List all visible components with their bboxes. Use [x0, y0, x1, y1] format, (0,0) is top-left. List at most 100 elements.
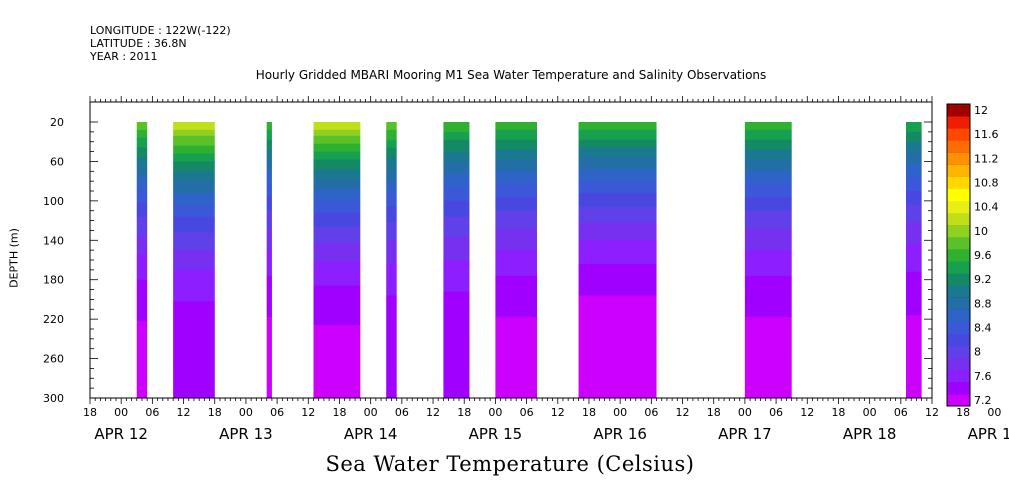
- contour-band: [266, 194, 272, 198]
- contour-band: [386, 275, 397, 279]
- contour-band: [906, 394, 922, 397]
- contour-band: [266, 261, 272, 265]
- contour-band: [744, 396, 792, 398]
- contour-band: [443, 291, 470, 295]
- contour-band: [136, 338, 148, 342]
- contour-band: [443, 287, 470, 291]
- contour-band: [173, 309, 215, 312]
- contour-band: [266, 309, 272, 312]
- contour-band: [313, 315, 361, 318]
- contour-band: [173, 386, 215, 389]
- contour-band: [173, 267, 215, 271]
- contour-band: [443, 299, 470, 302]
- contour-band: [443, 202, 470, 206]
- contour-band: [136, 301, 148, 304]
- contour-band: [313, 165, 361, 168]
- contour-band: [443, 350, 470, 354]
- contour-band: [266, 325, 272, 328]
- contour-band: [495, 165, 537, 168]
- contour-band: [136, 232, 148, 235]
- contour-band: [443, 372, 470, 375]
- contour-band: [443, 159, 470, 163]
- contour-band: [173, 378, 215, 381]
- contour-band: [313, 317, 361, 320]
- contour-band: [386, 143, 397, 147]
- colorbar-swatch: [947, 224, 970, 238]
- contour-band: [443, 380, 470, 383]
- contour-band: [386, 220, 397, 224]
- contour-band: [443, 212, 470, 216]
- contour-band: [443, 392, 470, 395]
- contour-band: [173, 319, 215, 322]
- contour-band: [906, 327, 922, 330]
- contour-band: [906, 386, 922, 389]
- contour-band: [443, 147, 470, 151]
- contour-band: [313, 329, 361, 332]
- contour-band: [313, 200, 361, 204]
- contour-band: [266, 248, 272, 251]
- contour-band: [495, 384, 537, 387]
- data-segment: [266, 122, 272, 398]
- contour-band: [578, 192, 657, 196]
- x-tick-label: 18: [831, 406, 845, 419]
- contour-band: [578, 323, 657, 326]
- x-day-label: APR 13: [219, 425, 273, 443]
- contour-band: [578, 131, 657, 135]
- contour-band: [443, 131, 470, 135]
- contour-band: [313, 319, 361, 322]
- contour-band: [266, 354, 272, 358]
- contour-band: [744, 261, 792, 265]
- contour-band: [386, 263, 397, 267]
- contour-band: [495, 336, 537, 340]
- contour-band: [266, 133, 272, 137]
- contour-band: [578, 340, 657, 344]
- contour-band: [495, 240, 537, 243]
- contour-band: [495, 248, 537, 251]
- contour-band: [173, 147, 215, 151]
- contour-band: [906, 254, 922, 257]
- contour-band: [744, 309, 792, 312]
- contour-band: [266, 338, 272, 342]
- contour-band: [744, 392, 792, 395]
- contour-band: [266, 185, 272, 188]
- contour-band: [313, 261, 361, 265]
- colorbar-swatch: [947, 321, 970, 335]
- contour-band: [443, 352, 470, 356]
- contour-band: [173, 210, 215, 214]
- contour-band: [578, 376, 657, 379]
- contour-band: [386, 305, 397, 308]
- contour-band: [443, 181, 470, 184]
- contour-band: [313, 198, 361, 202]
- x-day-label: APR 12: [94, 425, 148, 443]
- contour-band: [443, 271, 470, 275]
- contour-band: [443, 216, 470, 220]
- contour-band: [443, 348, 470, 352]
- contour-band: [578, 356, 657, 360]
- contour-band: [744, 151, 792, 155]
- contour-band: [313, 149, 361, 153]
- contour-band: [313, 129, 361, 133]
- contour-band: [313, 263, 361, 267]
- contour-band: [136, 179, 148, 182]
- contour-band: [744, 317, 792, 320]
- contour-band: [495, 125, 537, 129]
- contour-band: [266, 317, 272, 320]
- contour-band: [443, 143, 470, 147]
- contour-band: [313, 185, 361, 188]
- contour-band: [578, 263, 657, 267]
- contour-band: [386, 265, 397, 269]
- colorbar-label: 11.6: [974, 128, 999, 141]
- contour-band: [443, 256, 470, 259]
- x-day-label: APR 15: [469, 425, 523, 443]
- contour-band: [495, 135, 537, 139]
- contour-band: [578, 185, 657, 188]
- contour-band: [266, 210, 272, 214]
- contour-band: [313, 323, 361, 326]
- contour-band: [495, 334, 537, 338]
- contour-band: [386, 135, 397, 139]
- y-tick-label: 140: [43, 234, 64, 247]
- contour-band: [386, 191, 397, 194]
- contour-band: [906, 384, 922, 387]
- contour-band: [443, 356, 470, 360]
- contour-band: [495, 390, 537, 393]
